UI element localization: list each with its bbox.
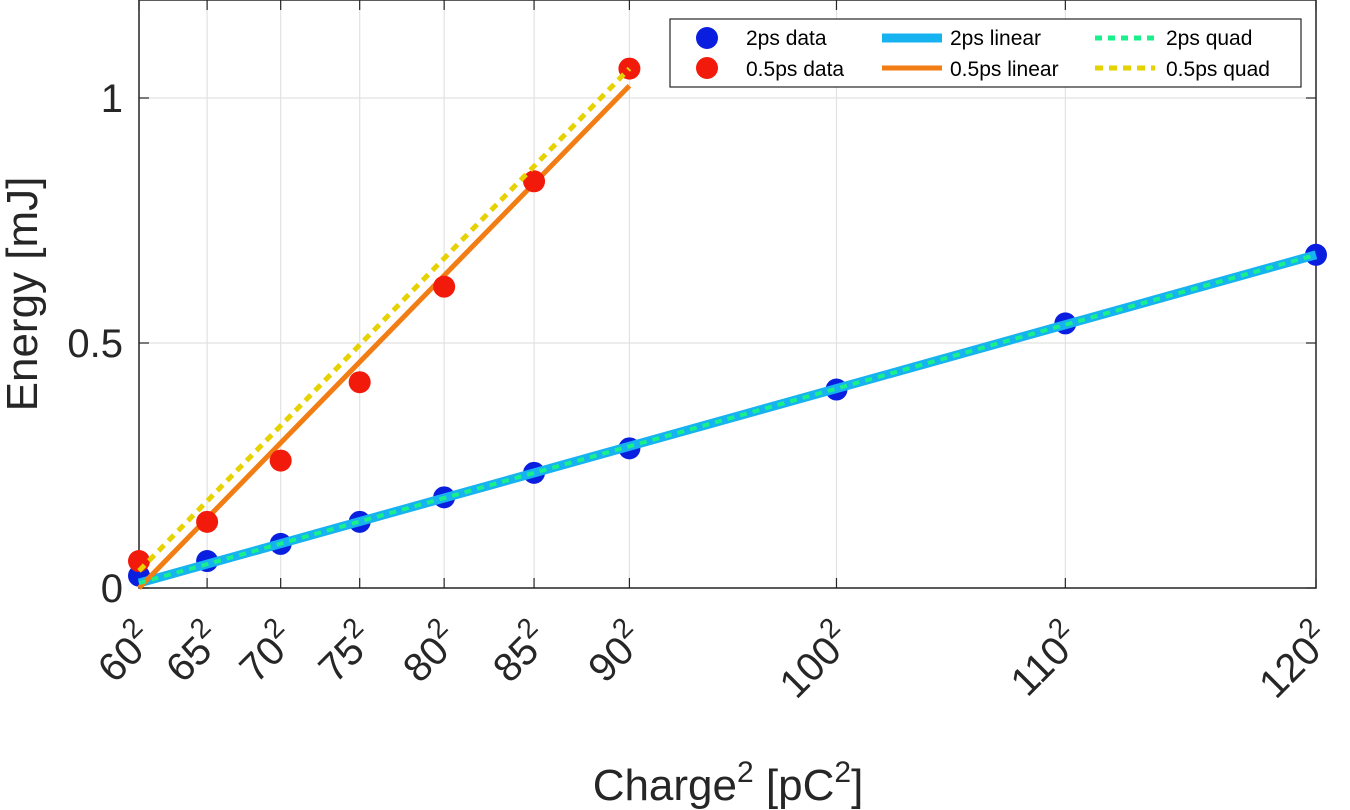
y-tick-label: 1 [101, 77, 123, 121]
legend-label-2ps-data: 2ps data [746, 27, 827, 50]
x-axis-title-sup: 2 [737, 756, 754, 789]
x-axis-title-unit: [pC [754, 761, 835, 810]
legend-label-05ps-linear: 0.5ps linear [950, 58, 1059, 81]
x-axis-title-close: ] [851, 761, 863, 810]
data-point-05ps [348, 371, 371, 394]
x-tick-label: 752 [305, 612, 384, 691]
series-line-0-5ps-linear [137, 84, 632, 590]
y-axis-title: Energy [mJ] [0, 177, 47, 412]
x-tick-label: 1002 [766, 612, 861, 707]
x-tick-label: 702 [226, 612, 305, 691]
data-point-05ps [196, 510, 219, 533]
series-line-0-5ps-quad [137, 66, 632, 573]
x-axis-title-unit-sup: 2 [834, 756, 851, 789]
data-point-05ps [269, 449, 292, 472]
series-layer [128, 57, 1327, 590]
legend: 2ps data 0.5ps data 2ps linear 0.5ps lin… [669, 18, 1302, 88]
data-point-05ps [618, 57, 641, 80]
y-tick-label: 0.5 [67, 322, 123, 366]
x-tick-label: 1202 [1245, 612, 1340, 707]
x-tick-label: 652 [152, 612, 231, 691]
data-point-05ps [523, 170, 546, 193]
x-axis-title-main: Charge [593, 761, 737, 810]
legend-label-2ps-linear: 2ps linear [950, 27, 1041, 50]
legend-label-05ps-quad: 0.5ps quad [1166, 58, 1270, 81]
legend-label-05ps-data: 0.5ps data [746, 58, 844, 81]
grid-layer [138, 0, 1317, 589]
x-axis-title: Charge2 [pC2] [593, 756, 864, 810]
x-tick-label: 802 [389, 612, 468, 691]
legend-marker-2ps-data [696, 27, 718, 49]
x-tick-label: 1102 [997, 612, 1090, 705]
plot-frame [138, 0, 1317, 589]
legend-label-2ps-quad: 2ps quad [1166, 27, 1252, 50]
x-tick-label: 852 [479, 612, 558, 691]
x-tick-label: 602 [84, 612, 163, 691]
data-point-05ps [433, 275, 456, 298]
y-tick-label: 0 [101, 567, 123, 611]
legend-marker-05ps-data [696, 57, 718, 79]
legend-box [669, 18, 1302, 88]
x-tick-label: 902 [575, 612, 654, 691]
series-line-2ps-quad [138, 252, 1317, 586]
